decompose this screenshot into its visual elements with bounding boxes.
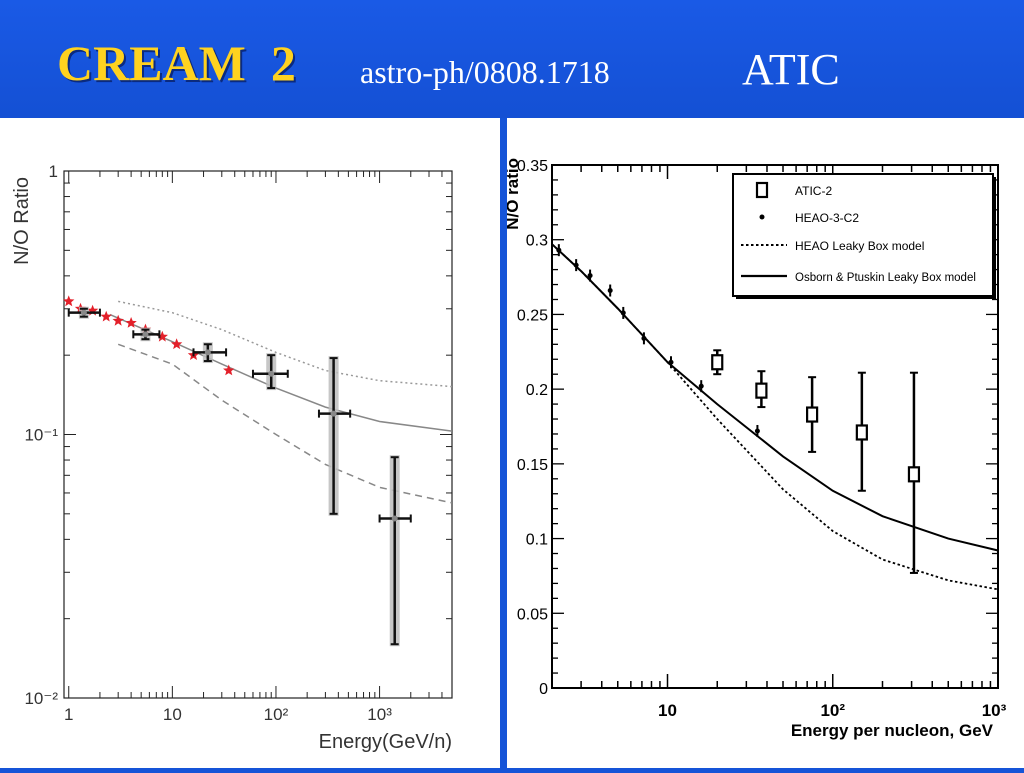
cream-chart-panel: 1 10 10² 10³ 1 10⁻¹ 10⁻² Energy(GeV/n) N/O Ratio: [0, 118, 500, 768]
x-tick-label: 10²: [264, 705, 289, 724]
legend-symbol-heao: [759, 214, 765, 220]
red-star-point: [125, 317, 137, 328]
cream-data-point: [330, 410, 337, 417]
plot-frame: [551, 164, 999, 689]
heao-data-point: [620, 310, 626, 316]
osborn-ptuskin-line: [551, 243, 999, 552]
slide-header: CREAM 2 astro-ph/0808.1718 ATIC: [0, 0, 1024, 118]
legend-label-heao-model: HEAO Leaky Box model: [795, 239, 924, 253]
y-tick-label: 0.25: [517, 307, 548, 324]
atic-data-point: [711, 354, 724, 371]
legend-label-osborn-model: Osborn & Ptuskin Leaky Box model: [795, 272, 976, 284]
slide-title-cream: CREAM 2: [57, 35, 296, 91]
cream-data-point: [204, 349, 211, 356]
y-tick-label: 10⁻²: [24, 689, 58, 708]
cream-data-point: [142, 331, 149, 338]
red-star-point: [112, 314, 124, 326]
x-axis-label: Energy per nucleon, GeV: [791, 721, 994, 740]
atic-data-point: [855, 424, 868, 441]
legend-label-atic: ATIC-2: [795, 184, 832, 198]
cream-data-point: [391, 515, 398, 522]
red-star-point: [100, 310, 112, 322]
legend-label-heao: HEAO-3-C2: [795, 211, 859, 225]
x-tick-label: 10³: [982, 701, 1007, 720]
x-tick-label: 10: [163, 705, 182, 724]
y-tick-label: 0.15: [517, 457, 548, 474]
y-tick-label: 0.05: [517, 606, 548, 623]
atic-data-point: [907, 466, 921, 483]
heao-data-point: [573, 262, 579, 268]
y-tick-label: 0.3: [526, 233, 548, 250]
cream-n-o-ratio-chart: 1 10 10² 10³ 1 10⁻¹ 10⁻² Energy(GeV/n) N/O Ratio: [11, 162, 453, 753]
heao-data-point: [587, 273, 593, 279]
heao-data-point: [641, 335, 647, 341]
slide-title-reference: astro-ph/0808.1718: [360, 54, 610, 90]
y-axis-label: N/O Ratio: [11, 177, 33, 265]
heao-data-point: [607, 288, 613, 294]
atic-data-point: [755, 382, 768, 399]
y-tick-label: 10⁻¹: [24, 426, 58, 445]
y-tick-label: 0: [539, 681, 548, 698]
y-tick-label: 0.35: [517, 158, 548, 175]
slide-title-atic: ATIC: [742, 45, 840, 94]
red-star-point: [86, 304, 99, 316]
model-dotted-line: [118, 300, 452, 388]
atic-chart-panel: 10 10² 10³ 0 0.05 0.1 0.15 0.2 0.25 0.3 0.35 Energy…: [503, 118, 1024, 768]
atic-n-o-ratio-chart: 10 10² 10³ 0 0.05 0.1 0.15 0.2 0.25 0.3 0.35 Energy…: [503, 158, 1007, 740]
red-star-point: [223, 364, 235, 376]
heao-data-point: [698, 383, 704, 389]
legend-symbol-atic: [755, 181, 769, 199]
model-dashed-line: [117, 343, 452, 504]
heao-data-point: [668, 359, 674, 365]
atic-data-point: [806, 406, 819, 423]
x-tick-label: 10³: [367, 705, 392, 724]
y-tick-label: 1: [49, 162, 58, 181]
red-star-point: [170, 338, 183, 350]
x-axis-label: Energy(GeV/n): [319, 731, 452, 753]
heao-data-point: [754, 428, 760, 434]
red-star-point: [63, 295, 75, 307]
y-tick-label: 0.2: [526, 382, 548, 399]
x-tick-label: 10²: [820, 701, 845, 720]
heao-data-point: [556, 247, 562, 253]
y-tick-label: 0.1: [526, 532, 548, 549]
x-tick-label: 10: [658, 701, 677, 720]
y-axis-label: N/O ratio: [507, 158, 522, 230]
cream-data-point: [268, 370, 275, 377]
cream-data-point: [80, 309, 87, 316]
x-tick-label: 1: [64, 705, 73, 724]
red-star-point: [156, 330, 168, 342]
